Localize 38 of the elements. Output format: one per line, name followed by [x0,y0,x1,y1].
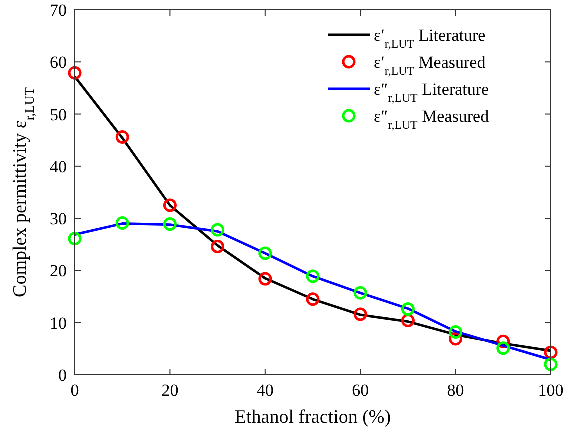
legend-label: ε′$_{r,LUT}$ Measured [374,53,486,78]
x-tick-label: 20 [162,381,179,400]
point [449,325,463,339]
point [306,292,320,306]
point [163,218,177,232]
x-tick-label: 0 [70,381,80,400]
point [211,223,225,237]
x-tick-label: 60 [352,381,370,400]
point [68,66,82,80]
legend-label: ε″$_{r,LUT}$ Measured [374,107,490,132]
y-tick-label: 50 [50,105,67,124]
y-tick-label: 60 [50,53,67,72]
y-tick-label: 20 [50,262,67,281]
point [544,358,558,372]
point [163,198,177,212]
y-tick-label: 10 [50,314,67,333]
point [258,272,272,286]
point [211,240,225,254]
point [354,286,368,300]
x-tick-label: 100 [538,381,564,400]
point [258,246,272,260]
x-tick-label: 40 [256,381,274,400]
y-tick-label: 0 [58,366,67,385]
legend-label: ε″$_{r,LUT}$ Literature [374,80,490,105]
y-tick-label: 30 [50,210,67,229]
legend-label: ε′$_{r,LUT}$ Literature [374,26,486,51]
point [116,216,130,230]
point [68,232,82,246]
point [544,346,558,360]
point [354,308,368,322]
x-axis-title: Ethanol fraction (%) [234,407,392,428]
point [116,130,130,144]
y-tick-label: 40 [50,157,67,176]
x-tick-label: 80 [447,381,464,400]
point [306,270,320,284]
point [496,342,510,356]
y-tick-label: 70 [50,1,67,20]
point [401,302,415,316]
